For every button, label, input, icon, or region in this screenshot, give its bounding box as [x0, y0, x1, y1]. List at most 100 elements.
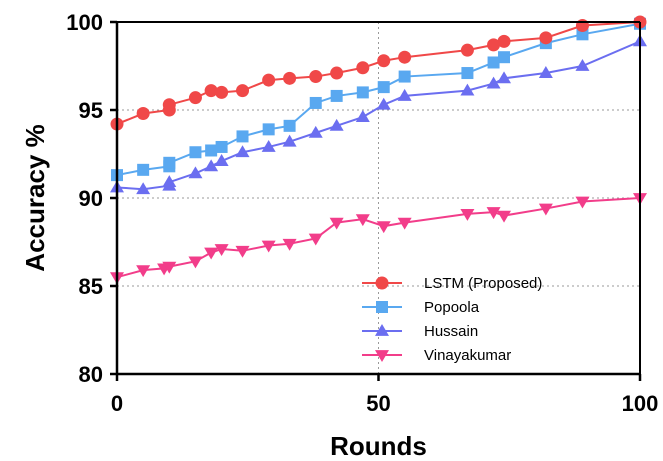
data-point-vinayakumar	[188, 256, 203, 269]
series-layer	[110, 15, 647, 285]
data-point-hussain	[538, 66, 553, 78]
legend-label: Vinayakumar	[424, 347, 511, 364]
data-point-popoola	[236, 130, 249, 143]
data-point-lstm-proposed	[162, 98, 176, 112]
y-tick-label: 85	[79, 274, 103, 299]
data-point-vinayakumar	[460, 208, 475, 221]
data-point-lstm-proposed	[215, 85, 229, 99]
data-point-popoola	[189, 146, 202, 159]
legend: LSTM (Proposed) Popoola Hussain Vinayakumar	[362, 275, 542, 364]
data-point-lstm-proposed	[356, 61, 370, 75]
data-point-vinayakumar	[162, 261, 177, 274]
legend-label: Popoola	[424, 299, 480, 316]
data-point-vinayakumar	[397, 217, 412, 230]
data-point-hussain	[282, 134, 297, 147]
data-point-popoola	[461, 67, 474, 80]
series-lstm-proposed	[110, 15, 647, 131]
data-point-popoola	[356, 86, 369, 99]
data-point-hussain	[397, 88, 412, 101]
data-point-vinayakumar	[355, 214, 370, 227]
x-tick-label: 50	[366, 391, 390, 416]
data-point-popoola	[576, 28, 589, 41]
data-point-popoola	[215, 140, 228, 153]
legend-marker-lstm-proposed	[375, 276, 389, 290]
data-point-popoola	[163, 156, 176, 169]
data-point-hussain	[261, 139, 276, 152]
data-point-vinayakumar	[204, 247, 219, 260]
data-point-lstm-proposed	[136, 107, 150, 121]
data-point-lstm-proposed	[262, 73, 276, 87]
data-point-lstm-proposed	[330, 66, 344, 80]
data-point-hussain	[460, 83, 475, 96]
axes	[110, 20, 642, 381]
data-point-vinayakumar	[329, 217, 344, 230]
legend-label: Hussain	[424, 323, 478, 340]
data-point-lstm-proposed	[460, 43, 474, 57]
data-point-lstm-proposed	[398, 50, 412, 64]
x-tick-label: 0	[111, 391, 123, 416]
legend-marker-vinayakumar	[375, 350, 389, 362]
legend-item-popoola: Popoola	[362, 299, 480, 316]
data-point-popoola	[377, 81, 390, 94]
tick-labels: 80 85 90 95 100 0 50 100	[66, 10, 658, 416]
data-point-vinayakumar	[538, 203, 553, 216]
data-point-vinayakumar	[282, 238, 297, 251]
x-axis-title: Rounds	[330, 431, 427, 461]
data-point-hussain	[329, 118, 344, 131]
y-axis-title: Accuracy %	[20, 124, 50, 271]
x-tick-label: 100	[622, 391, 659, 416]
data-point-vinayakumar	[235, 245, 250, 258]
data-point-hussain	[162, 175, 177, 188]
series-hussain	[110, 34, 647, 195]
data-point-popoola	[498, 51, 511, 64]
legend-label: LSTM (Proposed)	[424, 275, 542, 292]
data-point-vinayakumar	[376, 221, 391, 234]
data-point-popoola	[137, 163, 150, 176]
data-point-lstm-proposed	[575, 19, 589, 33]
data-point-hussain	[486, 76, 501, 89]
data-point-popoola	[205, 144, 218, 157]
data-point-vinayakumar	[136, 265, 151, 278]
data-point-vinayakumar	[261, 240, 276, 253]
data-point-lstm-proposed	[188, 91, 202, 105]
data-point-popoola	[398, 70, 411, 83]
y-tick-label: 90	[79, 186, 103, 211]
data-point-popoola	[487, 56, 500, 69]
data-point-vinayakumar	[497, 210, 512, 223]
data-point-lstm-proposed	[283, 71, 297, 85]
data-point-hussain	[136, 182, 151, 195]
data-point-lstm-proposed	[377, 54, 391, 68]
data-point-vinayakumar	[486, 207, 501, 220]
data-point-popoola	[330, 89, 343, 102]
data-point-hussain	[235, 145, 250, 158]
data-point-hussain	[308, 125, 323, 138]
data-point-hussain	[497, 71, 512, 84]
data-point-lstm-proposed	[539, 31, 553, 45]
data-point-lstm-proposed	[204, 84, 218, 98]
data-point-popoola	[283, 119, 296, 132]
data-point-hussain	[204, 159, 219, 172]
grid-lines	[117, 22, 640, 374]
data-point-hussain	[575, 59, 590, 71]
y-tick-label: 80	[79, 362, 103, 387]
y-tick-label: 95	[79, 98, 103, 123]
data-point-lstm-proposed	[487, 38, 501, 52]
y-tick-label: 100	[66, 10, 103, 35]
data-point-hussain	[355, 110, 370, 122]
data-point-lstm-proposed	[309, 70, 323, 84]
data-point-vinayakumar	[214, 244, 229, 257]
data-point-hussain	[376, 97, 391, 110]
legend-marker-hussain	[375, 324, 389, 336]
legend-marker-popoola	[376, 301, 388, 313]
legend-item-vinayakumar: Vinayakumar	[362, 347, 511, 364]
legend-item-hussain: Hussain	[362, 323, 478, 340]
data-point-lstm-proposed	[236, 84, 250, 98]
data-point-hussain	[188, 166, 203, 179]
data-point-popoola	[262, 123, 275, 136]
data-point-vinayakumar	[308, 233, 323, 246]
data-point-vinayakumar	[575, 196, 590, 209]
data-point-hussain	[214, 154, 229, 166]
data-point-popoola	[309, 96, 322, 109]
legend-item-lstm-proposed: LSTM (Proposed)	[362, 275, 542, 292]
